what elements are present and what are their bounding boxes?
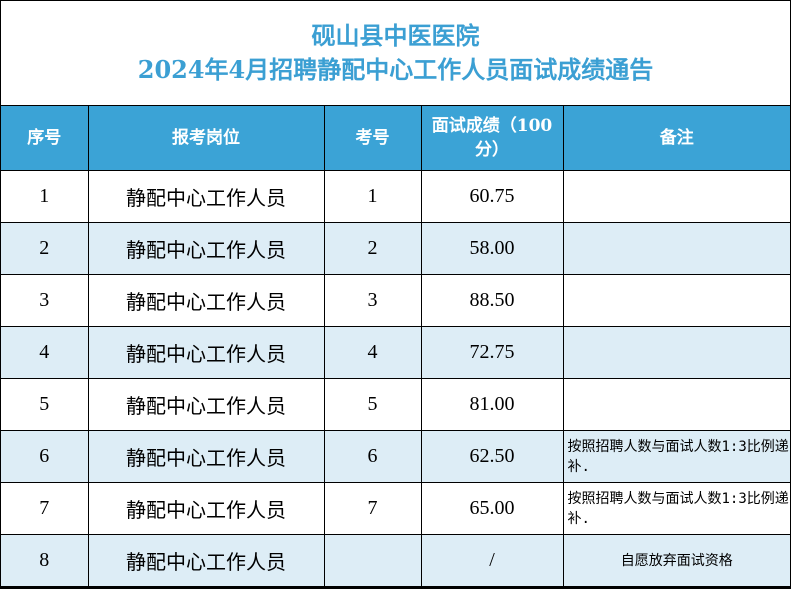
cell-note: 自愿放弃面试资格 [562,534,790,587]
cell-score: 60.75 [420,170,564,223]
table-row: 2 静配中心工作人员 2 58.00 [1,222,790,275]
hospital-name: 砚山县中医医院 [311,21,480,50]
table-row: 5 静配中心工作人员 5 81.00 [1,378,790,431]
cell-exam-no: 3 [323,274,422,327]
cell-note [562,170,790,223]
header-exam-no: 考号 [323,106,422,171]
cell-note: 按照招聘人数与面试人数1:3比例递补. [562,482,790,535]
cell-exam-no: 7 [323,482,422,535]
score-table: 序号 报考岗位 考号 面试成绩（100分） 备注 1 静配中心工作人员 1 60.75… [1,106,790,587]
cell-score: 65.00 [420,482,564,535]
table-row: 7 静配中心工作人员 7 65.00 按照招聘人数与面试人数1:3比例递补. [1,482,790,535]
cell-note [562,222,790,275]
cell-score: / [420,534,564,587]
cell-exam-no: 4 [323,326,422,379]
cell-no: 8 [1,534,89,587]
cell-position: 静配中心工作人员 [87,378,325,431]
cell-note: 按照招聘人数与面试人数1:3比例递补. [562,430,790,483]
cell-no: 6 [1,430,89,483]
cell-note [562,326,790,379]
cell-exam-no: 2 [323,222,422,275]
table-row: 8 静配中心工作人员 / 自愿放弃面试资格 [1,534,790,587]
cell-position: 静配中心工作人员 [87,534,325,587]
header-note: 备注 [562,106,790,171]
cell-no: 2 [1,222,89,275]
cell-score: 62.50 [420,430,564,483]
cell-position: 静配中心工作人员 [87,482,325,535]
cell-score: 58.00 [420,222,564,275]
cell-no: 3 [1,274,89,327]
notice-title: 砚山县中医医院 2024年4月招聘静配中心工作人员面试成绩通告 [1,1,790,106]
cell-no: 5 [1,378,89,431]
table-header-row: 序号 报考岗位 考号 面试成绩（100分） 备注 [1,106,790,171]
cell-position: 静配中心工作人员 [87,170,325,223]
cell-position: 静配中心工作人员 [87,274,325,327]
cell-position: 静配中心工作人员 [87,430,325,483]
cell-no: 1 [1,170,89,223]
cell-exam-no [323,534,422,587]
cell-score: 88.50 [420,274,564,327]
table-row: 4 静配中心工作人员 4 72.75 [1,326,790,379]
cell-exam-no: 1 [323,170,422,223]
cell-no: 7 [1,482,89,535]
table-row: 3 静配中心工作人员 3 88.50 [1,274,790,327]
notice-subtitle: 2024年4月招聘静配中心工作人员面试成绩通告 [137,55,654,84]
header-score: 面试成绩（100分） [420,106,564,171]
header-position: 报考岗位 [87,106,325,171]
cell-exam-no: 5 [323,378,422,431]
table-row: 6 静配中心工作人员 6 62.50 按照招聘人数与面试人数1:3比例递补. [1,430,790,483]
cell-score: 81.00 [420,378,564,431]
cell-position: 静配中心工作人员 [87,326,325,379]
cell-position: 静配中心工作人员 [87,222,325,275]
cell-note [562,378,790,431]
table-row: 1 静配中心工作人员 1 60.75 [1,170,790,223]
cell-no: 4 [1,326,89,379]
header-no: 序号 [1,106,89,171]
cell-note [562,274,790,327]
cell-exam-no: 6 [323,430,422,483]
cell-score: 72.75 [420,326,564,379]
